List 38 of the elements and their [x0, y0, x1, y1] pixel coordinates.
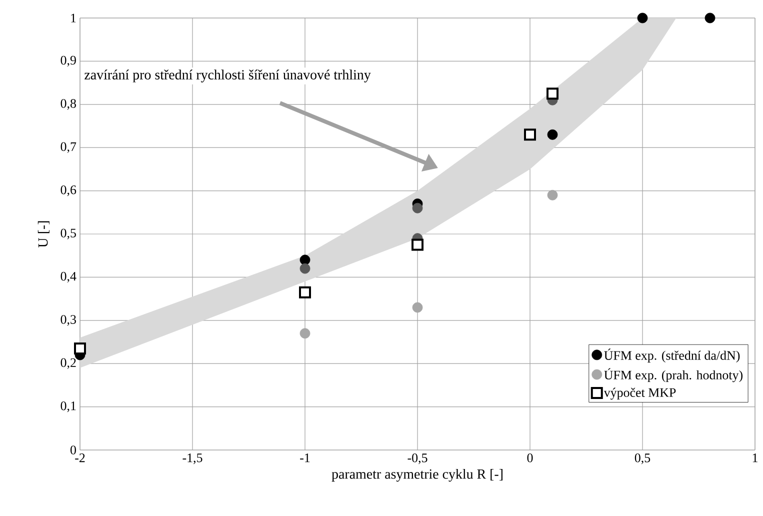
point — [74, 342, 86, 354]
point — [547, 129, 558, 140]
y-tick-label: 0,7 — [60, 142, 76, 153]
x-tick-label: 1 — [752, 454, 758, 462]
point — [704, 12, 716, 24]
x-tick-label: -1 — [300, 454, 310, 462]
point — [546, 88, 559, 100]
legend-label: ÚFM exp. (prah. hodnoty) — [604, 368, 743, 382]
point — [412, 302, 423, 313]
legend-label: výpočet MKP — [604, 388, 676, 400]
point — [524, 128, 536, 141]
y-tick-label: 0,5 — [60, 228, 76, 240]
point — [412, 202, 423, 214]
legend-label: ÚFM exp. (střední da/dN) — [604, 348, 740, 362]
y-tick-label: 0,9 — [60, 56, 76, 67]
point — [547, 190, 558, 200]
x-tick-label: 0 — [527, 454, 533, 462]
point — [637, 12, 648, 24]
y-tick-label: 0 — [70, 446, 76, 454]
y-tick-label: 1 — [71, 14, 76, 22]
point — [412, 238, 424, 251]
x-tick-label: -0,5 — [408, 454, 428, 464]
x-tick-label: -1,5 — [182, 454, 202, 464]
y-tick-label: 0,4 — [60, 272, 76, 283]
point — [300, 254, 310, 266]
y-tick-label: 0,1 — [60, 402, 76, 412]
y-tick-label: 0,8 — [60, 99, 76, 110]
y-tick-label: 0,6 — [60, 185, 76, 196]
y-tick-label: 0,3 — [60, 315, 76, 326]
point — [300, 328, 310, 339]
point — [300, 263, 310, 274]
y-tick-label: 0,2 — [60, 358, 76, 369]
x-axis-title: parametr asymetrie cyklu R [-] — [332, 468, 502, 482]
point — [299, 286, 311, 298]
x-tick-label: 0,5 — [634, 454, 650, 464]
annotation: zavírání pro střední rychlosti šíření únavové trhliny — [84, 70, 371, 82]
y-axis-title: U [-] — [38, 221, 50, 248]
x-tick-label: -2 — [75, 454, 85, 462]
